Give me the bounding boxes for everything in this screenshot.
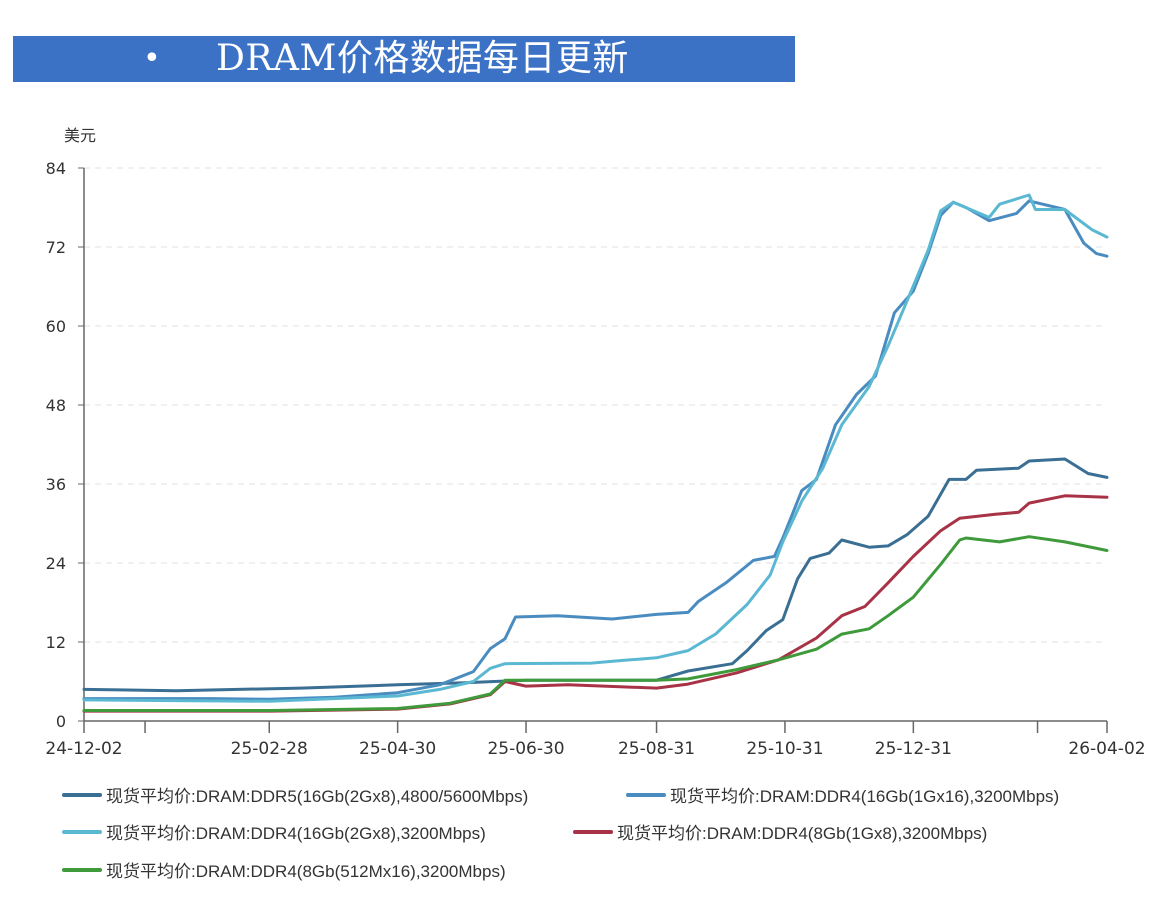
series-line-5 xyxy=(82,535,1109,712)
y-tick-label: 60 xyxy=(46,317,66,336)
x-tick-label: 25-02-28 xyxy=(231,739,308,759)
series-line-2 xyxy=(82,199,1109,701)
series-line-3 xyxy=(82,193,1109,703)
title-banner: • DRAM价格数据每日更新 xyxy=(13,36,795,82)
banner-bullet: • xyxy=(143,41,161,76)
y-tick-label: 72 xyxy=(46,238,66,257)
y-tick-label: 48 xyxy=(46,396,66,415)
banner-title: DRAM价格数据每日更新 xyxy=(216,38,629,79)
x-tick-label: 25-08-31 xyxy=(618,739,695,759)
x-tick-label: 25-06-30 xyxy=(487,739,564,759)
y-axis-label: 美元 xyxy=(64,126,96,145)
y-tick-label: 24 xyxy=(46,554,66,573)
y-tick-label: 36 xyxy=(46,475,66,494)
x-tick-label: 24-12-02 xyxy=(45,739,122,759)
x-tick-label: 26-04-02 xyxy=(1068,739,1145,759)
y-tick-label: 12 xyxy=(46,633,66,652)
y-tick-label: 84 xyxy=(46,159,66,178)
x-tick-label: 25-10-31 xyxy=(746,739,823,759)
x-tick-label: 25-04-30 xyxy=(359,739,436,759)
x-tick-label: 25-12-31 xyxy=(875,739,952,759)
series-line-1 xyxy=(82,457,1109,693)
y-tick-label: 0 xyxy=(56,712,66,731)
